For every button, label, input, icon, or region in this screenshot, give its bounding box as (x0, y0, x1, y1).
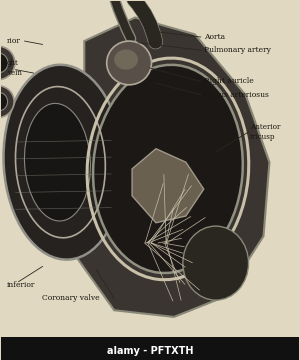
Ellipse shape (25, 103, 90, 221)
Text: inferior: inferior (7, 281, 35, 289)
Bar (1, 337, 299, 360)
Polygon shape (66, 18, 269, 317)
FancyArrowPatch shape (115, 0, 131, 39)
Ellipse shape (0, 53, 8, 73)
Text: Anterior
tricusp: Anterior tricusp (250, 123, 280, 141)
FancyArrowPatch shape (115, 0, 131, 39)
Ellipse shape (0, 46, 15, 80)
Text: Conus arteriosus: Conus arteriosus (204, 91, 268, 99)
FancyArrowPatch shape (134, 0, 155, 42)
Text: ght
vein: ght vein (7, 59, 22, 77)
Text: Aorta: Aorta (204, 33, 225, 41)
Ellipse shape (93, 65, 243, 273)
Text: Pulmonary artery: Pulmonary artery (204, 46, 271, 54)
Ellipse shape (107, 41, 152, 85)
Polygon shape (132, 149, 204, 223)
Ellipse shape (0, 92, 8, 111)
Text: Right auricle: Right auricle (204, 77, 254, 85)
Ellipse shape (114, 49, 138, 70)
FancyArrowPatch shape (134, 0, 155, 42)
Text: Coronary valve: Coronary valve (43, 294, 100, 302)
Text: rior: rior (7, 37, 20, 45)
Ellipse shape (183, 226, 248, 300)
Ellipse shape (4, 65, 123, 260)
Text: alamy - PFTXTH: alamy - PFTXTH (107, 346, 193, 356)
Ellipse shape (0, 86, 14, 118)
